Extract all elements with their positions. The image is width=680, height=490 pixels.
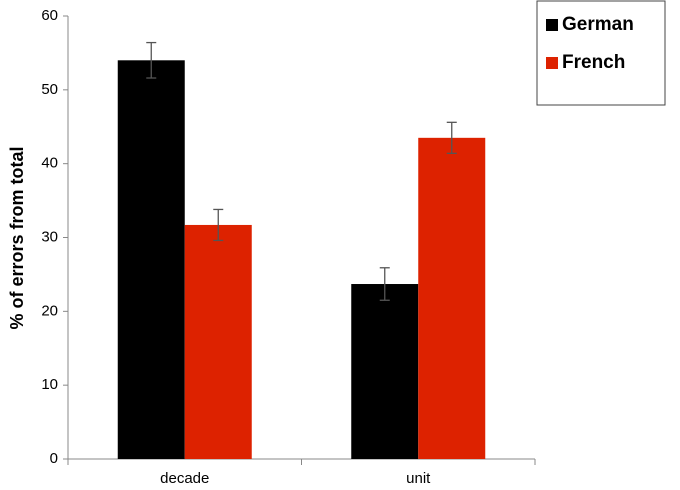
legend-box (536, 0, 666, 106)
legend-label: French (562, 52, 625, 73)
y-tick-label: 40 (41, 155, 58, 172)
bar (418, 137, 486, 459)
y-tick-label: 50 (41, 81, 58, 98)
bar (117, 60, 185, 460)
legend-swatch (546, 57, 558, 69)
bar (184, 224, 252, 459)
error-bar (146, 41, 157, 79)
error-bar (379, 267, 390, 301)
legend-label: German (562, 14, 634, 35)
y-tick-label: 60 (41, 7, 58, 24)
y-tick-label: 10 (41, 376, 58, 393)
y-tick-label: 0 (50, 450, 58, 467)
y-tick-label: 30 (41, 228, 58, 245)
legend-swatch (546, 19, 558, 31)
y-tick-label: 20 (41, 302, 58, 319)
error-bar (446, 121, 457, 154)
x-tick-label: unit (406, 470, 431, 487)
bar (351, 284, 419, 459)
x-tick-label: decade (160, 470, 209, 487)
y-axis-label: % of errors from total (7, 146, 27, 329)
error-bar (213, 208, 224, 242)
